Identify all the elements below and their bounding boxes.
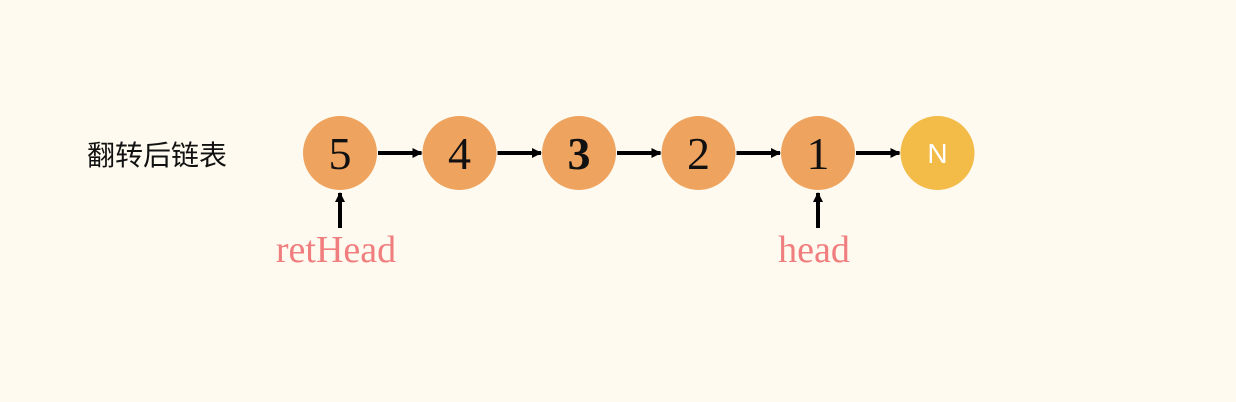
nodes: 5 4 3 2 1 N [303, 116, 975, 190]
node-value: 3 [568, 128, 591, 179]
null-node-circle [900, 116, 975, 190]
pointer-label-head: head [778, 229, 850, 271]
node-value: 2 [687, 128, 710, 179]
list-node: 1 [781, 116, 855, 190]
diagram-title: 翻转后链表 [87, 139, 227, 172]
node-value: 5 [329, 128, 352, 179]
node-circle [542, 116, 616, 190]
node-circle [303, 116, 377, 190]
node-circle [661, 116, 736, 190]
null-node-label: N [927, 138, 947, 169]
list-node: 4 [422, 116, 497, 190]
list-node: 3 [542, 116, 616, 190]
node-value: 1 [807, 128, 830, 179]
null-node: N [900, 116, 975, 190]
node-circle [422, 116, 497, 190]
pointer-label-rethead: retHead [276, 229, 396, 271]
node-circle [781, 116, 855, 190]
pointers: retHead head [276, 192, 850, 271]
list-node: 5 [303, 116, 377, 190]
list-node: 2 [661, 116, 736, 190]
node-value: 4 [448, 128, 471, 179]
